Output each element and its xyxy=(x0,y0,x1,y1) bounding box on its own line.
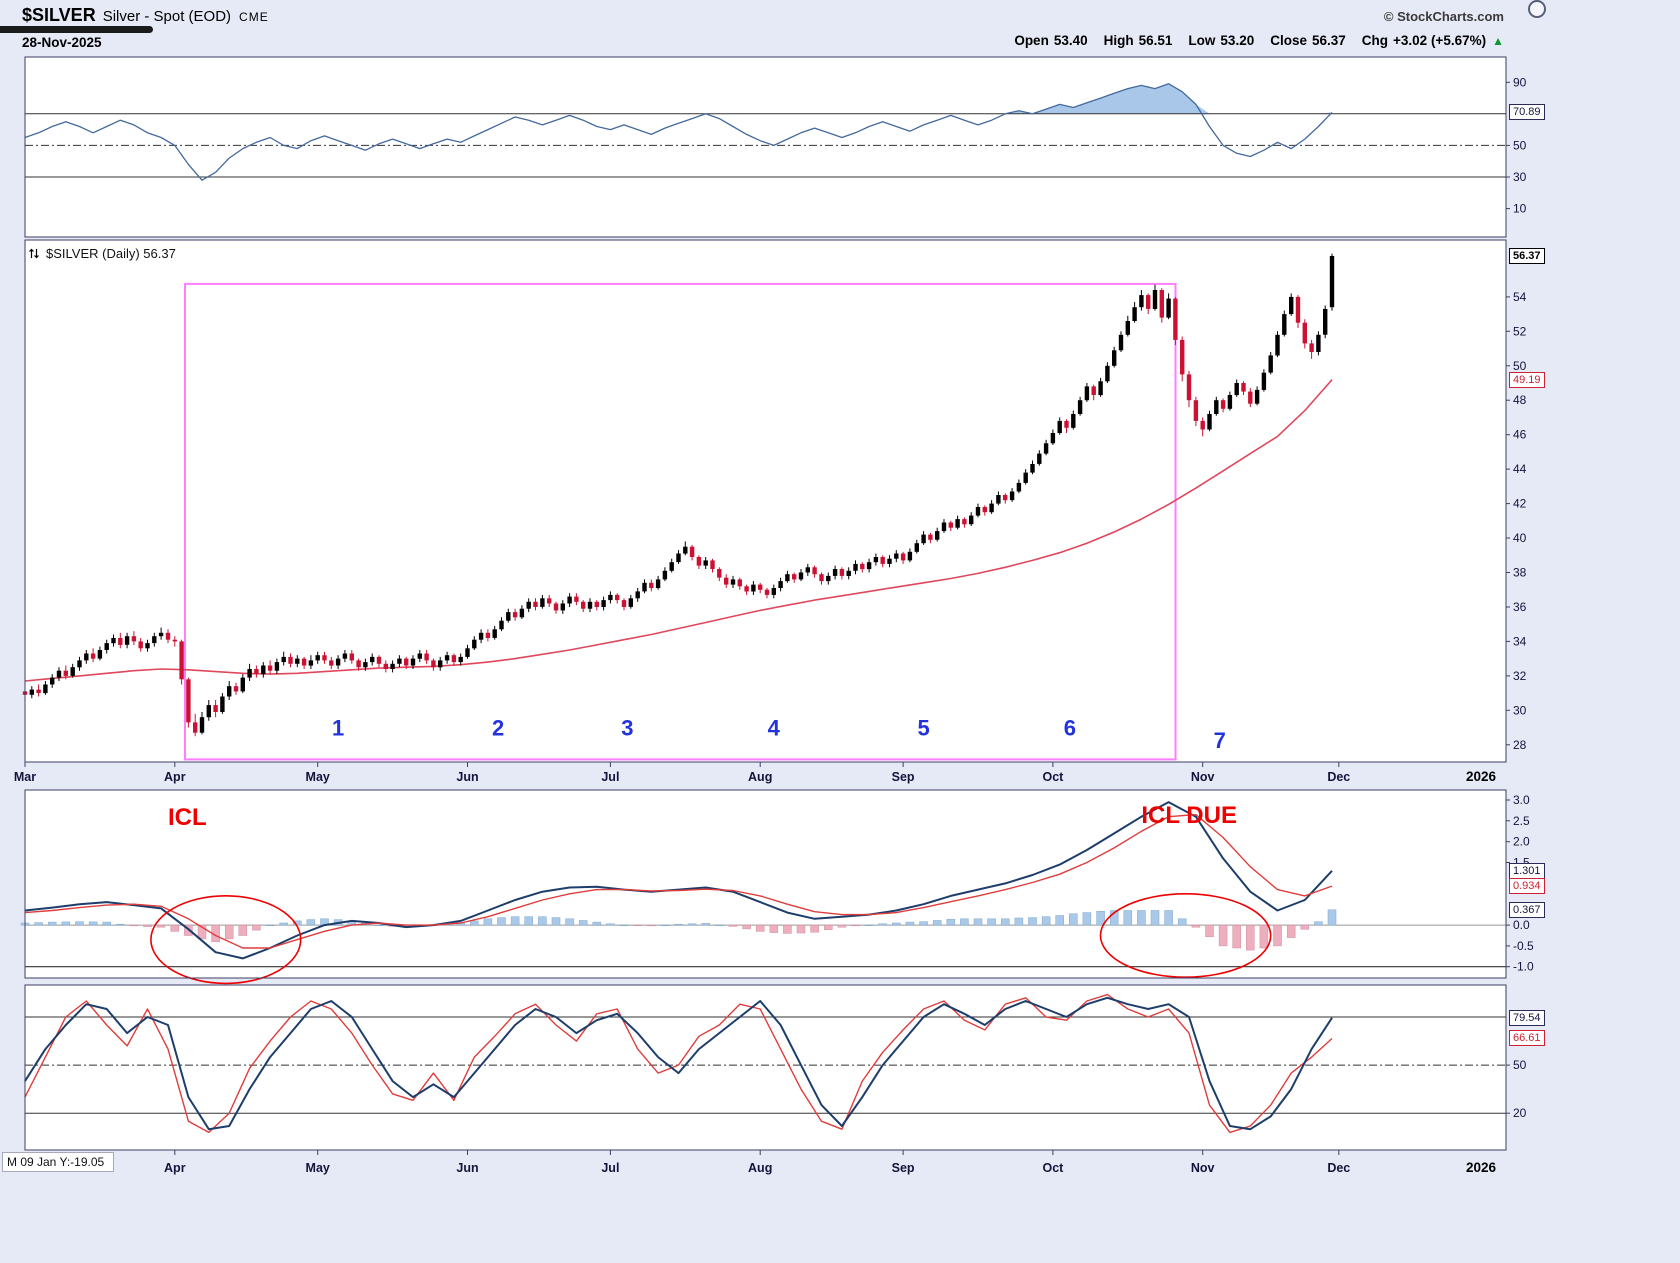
month-label: Oct xyxy=(1042,770,1064,784)
icl-label: ICL DUE xyxy=(1141,802,1237,829)
stoch-slow-line xyxy=(24,996,1333,1131)
axis-tick-label: 10 xyxy=(1513,202,1527,216)
legend-text: $SILVER (Daily) 56.37 xyxy=(46,246,176,261)
high-label: High xyxy=(1103,33,1134,48)
macd-value-tag: 1.301 xyxy=(1509,863,1545,879)
exchange: CME xyxy=(239,10,269,24)
axis-tick-label: 2.0 xyxy=(1513,835,1530,849)
axis-tick-label: 50 xyxy=(1513,138,1527,152)
year-label: 2026 xyxy=(1466,1160,1497,1175)
month-label: Jul xyxy=(601,1161,619,1175)
month-label: Mar xyxy=(14,770,36,784)
cycle-number: 6 xyxy=(1064,715,1076,740)
month-label: Jul xyxy=(601,770,619,784)
scrollbar-thumb[interactable] xyxy=(0,26,153,33)
icl-label: ICL xyxy=(168,804,207,831)
month-label: Dec xyxy=(1327,770,1350,784)
axis-tick-label: 28 xyxy=(1513,738,1527,752)
month-label: Apr xyxy=(164,1161,186,1175)
candlestick-series xyxy=(22,253,1335,737)
month-label: Jun xyxy=(456,1161,478,1175)
axis-tick-label: 44 xyxy=(1513,462,1527,476)
axis-tick-label: 2.5 xyxy=(1513,814,1530,828)
axis-tick-label: 50 xyxy=(1513,359,1527,373)
axis-tick-label: -1.0 xyxy=(1513,960,1534,974)
axis-tick-label: 52 xyxy=(1513,324,1527,338)
axis-tick-label: 30 xyxy=(1513,703,1527,717)
month-label: Aug xyxy=(748,1161,772,1175)
signal-value-tag: 0.934 xyxy=(1509,878,1545,894)
month-label: Aug xyxy=(748,770,772,784)
axis-tick-label: 3.0 xyxy=(1513,793,1530,807)
chg-label: Chg xyxy=(1361,33,1389,48)
axis-tick-label: 40 xyxy=(1513,531,1527,545)
macd-line xyxy=(24,801,1333,960)
rsi-overbought-fill xyxy=(25,83,1332,114)
cycle-number: 4 xyxy=(768,715,781,740)
month-label: Sep xyxy=(892,1161,915,1175)
axis-tick-label: 0.0 xyxy=(1513,918,1530,932)
symbol-description: Silver - Spot (EOD) xyxy=(102,8,232,25)
last-price-tag: 56.37 xyxy=(1509,248,1545,264)
month-label: Oct xyxy=(1042,1161,1064,1175)
month-label: Jun xyxy=(456,770,478,784)
axis-tick-label: 48 xyxy=(1513,393,1527,407)
stoch-signal-value-tag: 66.61 xyxy=(1509,1030,1545,1046)
ma-value-tag: 49.19 xyxy=(1509,372,1545,388)
axis-tick-label: 36 xyxy=(1513,600,1527,614)
up-triangle-icon: ▲ xyxy=(1492,34,1504,48)
arrows-icon xyxy=(28,247,40,260)
axis-tick-label: 20 xyxy=(1513,1106,1527,1120)
icl-ellipse xyxy=(150,894,302,985)
month-label: Nov xyxy=(1191,1161,1215,1175)
icl-ellipse xyxy=(1099,892,1272,978)
axis-tick-label: 54 xyxy=(1513,290,1527,304)
low-label: Low xyxy=(1188,33,1216,48)
chart-date: 28-Nov-2025 xyxy=(22,35,102,50)
open-label: Open xyxy=(1014,33,1049,48)
cycle-number: 7 xyxy=(1214,728,1226,753)
cycle-number: 1 xyxy=(332,715,344,740)
year-label: 2026 xyxy=(1466,769,1497,784)
symbol: $SILVER xyxy=(22,5,96,25)
ma50-line xyxy=(24,379,1333,682)
chart-header: $SILVER Silver - Spot (EOD) CME xyxy=(22,5,269,26)
page-widget-icon[interactable] xyxy=(1528,0,1546,18)
axis-tick-label: 30 xyxy=(1513,170,1527,184)
close-value: 56.37 xyxy=(1311,33,1346,48)
macd-signal-line xyxy=(24,813,1333,949)
stoch-value-tag: 79.54 xyxy=(1509,1010,1545,1026)
month-label: Apr xyxy=(164,770,186,784)
axis-tick-label: 34 xyxy=(1513,634,1527,648)
open-value: 53.40 xyxy=(1053,33,1088,48)
month-label: May xyxy=(306,1161,330,1175)
cycle-number: 2 xyxy=(492,715,504,740)
cycle-number: 3 xyxy=(621,715,633,740)
axis-tick-label: 50 xyxy=(1513,1058,1527,1072)
axis-tick-label: -0.5 xyxy=(1513,939,1534,953)
chart-legend: $SILVER (Daily) 56.37 xyxy=(28,246,176,261)
month-label: Nov xyxy=(1191,770,1215,784)
rsi-value-tag: 70.89 xyxy=(1509,104,1545,120)
month-label: Sep xyxy=(892,770,915,784)
copyright: © StockCharts.com xyxy=(1383,9,1504,24)
quote-bar: Open 53.40 High 56.51 Low 53.20 Close 56.37 … xyxy=(1014,33,1504,48)
close-label: Close xyxy=(1270,33,1307,48)
axis-tick-label: 38 xyxy=(1513,566,1527,580)
chg-value: +3.02 (+5.67%) xyxy=(1393,33,1487,48)
crosshair-readout: M 09 Jan Y:-19.05 xyxy=(2,1152,115,1172)
low-value: 53.20 xyxy=(1220,33,1255,48)
cycle-box-annotation xyxy=(184,282,1177,761)
cycle-number: 5 xyxy=(917,715,929,740)
month-label: Dec xyxy=(1327,1161,1350,1175)
month-label: May xyxy=(306,770,330,784)
rsi-line xyxy=(24,83,1333,181)
high-value: 56.51 xyxy=(1138,33,1173,48)
axis-tick-label: 90 xyxy=(1513,75,1527,89)
axis-tick-label: 42 xyxy=(1513,497,1527,511)
axis-tick-label: 32 xyxy=(1513,669,1527,683)
axis-tick-label: 46 xyxy=(1513,428,1527,442)
histogram-value-tag: 0.367 xyxy=(1509,902,1545,918)
